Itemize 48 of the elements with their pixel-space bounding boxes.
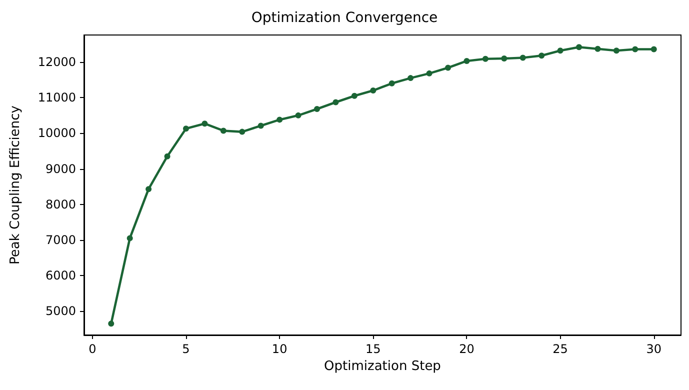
x-tick-label: 20	[459, 342, 474, 356]
point	[650, 46, 657, 52]
point	[426, 70, 432, 76]
point	[314, 106, 320, 112]
x-tick-label: 0	[88, 342, 96, 356]
y-tick-label: 6000	[45, 268, 76, 283]
y-tick-label: 10000	[38, 126, 76, 140]
point	[202, 120, 208, 127]
point	[276, 116, 283, 123]
point	[351, 92, 358, 99]
point	[220, 128, 226, 134]
x-tick-label: 15	[366, 342, 381, 356]
point	[464, 58, 470, 64]
point	[332, 99, 339, 106]
x-tick-label: 5	[182, 342, 190, 356]
y-tick-label: 7000	[45, 232, 76, 247]
point	[388, 80, 395, 86]
y-tick-label: 12000	[38, 55, 76, 70]
point	[239, 128, 246, 135]
y-axis-title: Peak Coupling Efficiency	[8, 105, 23, 264]
point	[370, 88, 376, 94]
point	[576, 44, 582, 50]
point	[258, 122, 264, 129]
point	[482, 56, 488, 62]
point	[501, 55, 508, 62]
point	[295, 112, 302, 118]
y-tick-label: 5000	[45, 304, 76, 318]
x-tick-label: 25	[552, 342, 568, 356]
point	[445, 64, 451, 71]
x-tick-label: 30	[646, 342, 662, 356]
point	[126, 235, 133, 242]
point	[164, 153, 170, 160]
point	[594, 46, 601, 52]
point	[520, 54, 526, 61]
point	[183, 126, 189, 132]
x-tick-label: 10	[272, 342, 288, 356]
point	[108, 320, 114, 327]
point	[538, 52, 545, 59]
point	[408, 75, 414, 82]
point	[632, 46, 638, 52]
y-tick-label: 8000	[45, 197, 76, 212]
y-tick-label: 11000	[38, 90, 76, 105]
point	[146, 186, 152, 192]
x-axis-title: Optimization Step	[324, 358, 441, 374]
point	[557, 48, 564, 54]
point	[613, 48, 620, 54]
y-tick-label: 9000	[45, 162, 76, 176]
chart-title: Optimization Convergence	[251, 10, 438, 26]
